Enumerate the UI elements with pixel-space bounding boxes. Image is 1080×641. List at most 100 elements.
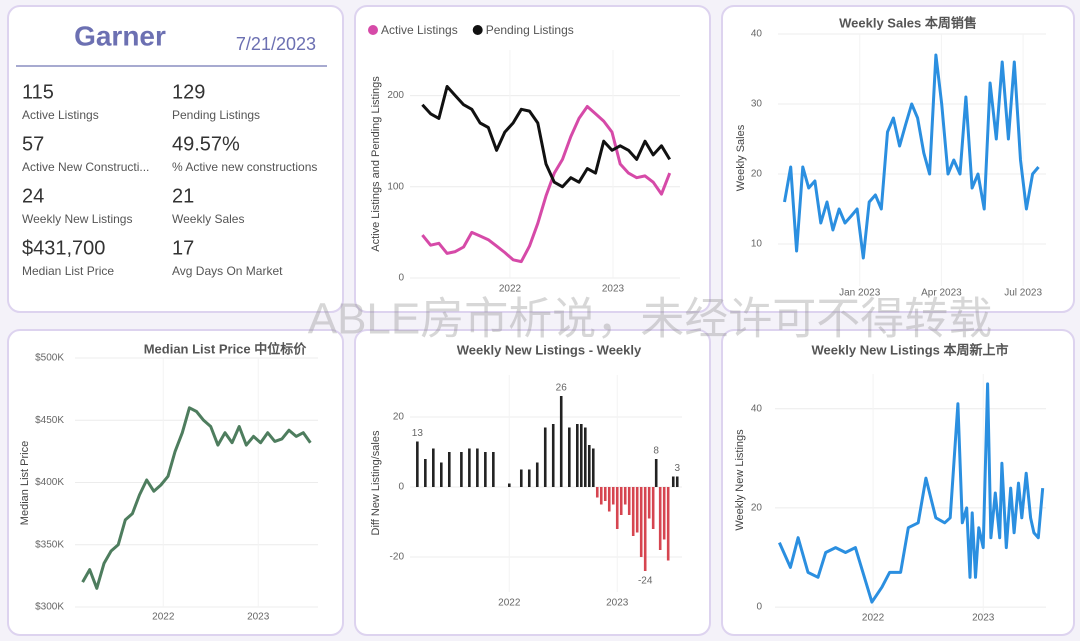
bar — [440, 462, 443, 487]
kpi-panel — [7, 5, 344, 313]
bar — [543, 427, 547, 487]
y-tick-label: 200 — [387, 90, 404, 101]
kpi-label: Avg Days On Market — [172, 264, 283, 278]
bar — [587, 445, 591, 487]
y-tick-label: 0 — [756, 602, 762, 613]
y-tick-label: 30 — [751, 99, 763, 110]
y-axis-title: Weekly New Listings — [734, 429, 746, 531]
bar — [623, 487, 627, 505]
chart-title: Weekly Sales 本周销售 — [839, 15, 977, 30]
y-axis-title: Diff New Listing/sales — [370, 430, 382, 535]
bar — [583, 427, 587, 487]
line-series — [421, 85, 671, 189]
bar — [535, 462, 539, 487]
chart-panel — [721, 329, 1075, 636]
bar — [647, 487, 651, 519]
chart-title: Weekly New Listings 本周新上市 — [812, 342, 1009, 357]
kpi-value: 129 — [172, 81, 205, 103]
kpi-value: 57 — [22, 133, 44, 155]
bar — [635, 487, 639, 533]
y-axis-title: Median List Price — [19, 441, 31, 525]
y-axis-title: Active Listings and Pending Listings — [370, 76, 382, 252]
kpi-label: Active New Constructi... — [22, 160, 149, 174]
kpi-title: Garner — [74, 20, 166, 51]
bar — [631, 487, 635, 536]
line-series — [783, 53, 1040, 260]
y-tick-label: -20 — [390, 552, 405, 563]
y-tick-label: 0 — [398, 273, 404, 284]
bar — [476, 448, 479, 487]
x-tick-label: 2023 — [606, 598, 629, 609]
y-tick-label: $350K — [35, 539, 64, 550]
bar — [611, 487, 615, 505]
kpi-value: 115 — [22, 81, 54, 103]
chart-title: Median List Price 中位标价 — [144, 341, 308, 356]
chart-title: Weekly New Listings - Weekly — [457, 342, 642, 357]
legend-label: Active Listings — [381, 23, 458, 37]
y-tick-label: 20 — [751, 503, 763, 514]
x-tick-label: 2023 — [247, 612, 270, 623]
bar — [559, 396, 563, 487]
bar — [595, 487, 599, 498]
kpi-label: Weekly New Listings — [22, 212, 132, 226]
kpi-label: Median List Price — [22, 264, 114, 278]
legend-marker — [368, 25, 378, 35]
bar — [551, 424, 555, 487]
bar — [671, 476, 675, 487]
kpi-label: % Active new constructions — [172, 160, 317, 174]
y-axis-title: Weekly Sales — [735, 124, 747, 191]
bar — [599, 487, 603, 505]
x-tick-label: 2022 — [498, 598, 521, 609]
bar — [591, 448, 595, 487]
data-label: 3 — [674, 463, 680, 474]
bar — [568, 427, 571, 487]
y-tick-label: 40 — [751, 403, 763, 414]
bar — [619, 487, 623, 515]
x-tick-label: 2023 — [602, 284, 625, 295]
bar — [432, 448, 435, 487]
bar — [651, 487, 655, 529]
bar — [447, 452, 451, 487]
kpi-value: $431,700 — [22, 237, 105, 259]
bar — [527, 469, 531, 487]
bar — [639, 487, 643, 557]
legend-label: Pending Listings — [486, 23, 574, 37]
x-tick-label: Jan 2023 — [839, 288, 881, 299]
legend-marker — [472, 25, 483, 35]
bar — [508, 483, 511, 487]
chart-panel — [721, 5, 1075, 313]
bar — [643, 487, 647, 571]
bar — [675, 476, 679, 487]
line-series — [81, 406, 312, 590]
y-tick-label: $300K — [35, 602, 64, 613]
data-label: -24 — [638, 576, 653, 587]
bar — [492, 452, 495, 487]
bar — [603, 487, 607, 501]
x-tick-label: 2023 — [972, 613, 995, 624]
bar — [576, 424, 579, 487]
bar — [579, 424, 583, 487]
bar — [519, 469, 523, 487]
kpi-value: 21 — [172, 185, 194, 207]
x-tick-label: 2022 — [152, 612, 175, 623]
line-series — [778, 382, 1045, 604]
bar — [607, 487, 611, 512]
bar — [658, 487, 662, 550]
kpi-label: Active Listings — [22, 108, 99, 122]
kpi-value: 17 — [172, 237, 194, 259]
bar — [654, 459, 658, 487]
kpi-label: Pending Listings — [172, 108, 260, 122]
data-label: 8 — [653, 446, 659, 457]
y-tick-label: $450K — [35, 415, 64, 426]
kpi-label: Weekly Sales — [172, 212, 244, 226]
bar — [468, 448, 471, 487]
kpi-date: 7/21/2023 — [236, 34, 316, 54]
bar — [460, 452, 463, 487]
bar — [627, 487, 631, 515]
x-tick-label: 2022 — [862, 613, 885, 624]
bar — [662, 487, 666, 540]
bar — [416, 441, 419, 487]
x-tick-label: Apr 2023 — [921, 288, 962, 299]
